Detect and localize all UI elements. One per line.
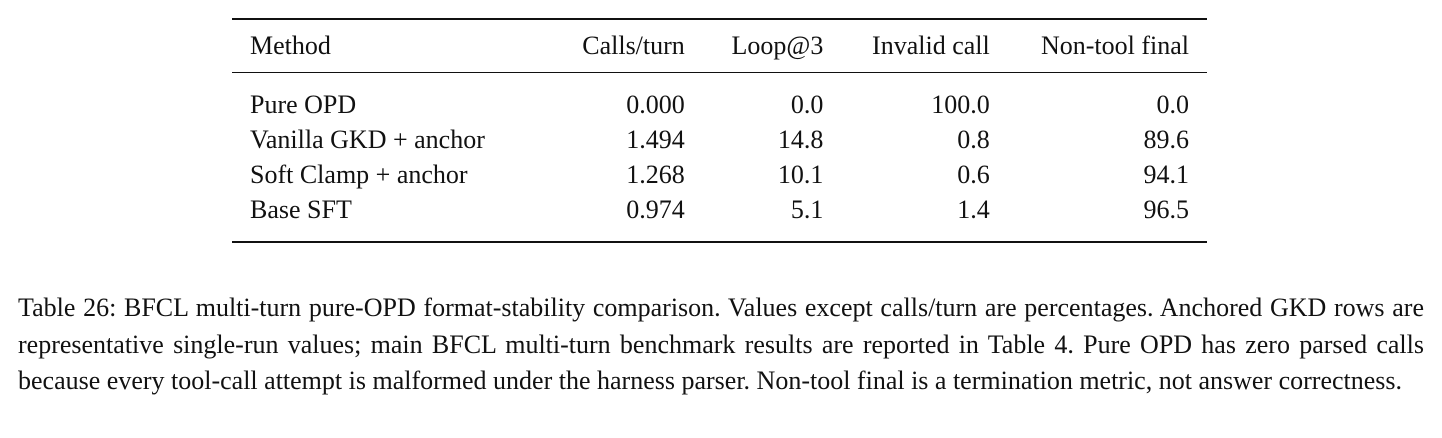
invalid-call-cell: 0.8 bbox=[957, 124, 990, 154]
format-stability-table: Method Calls/turn Loop@3 Invalid call No… bbox=[232, 18, 1207, 243]
results-table-container: Method Calls/turn Loop@3 Invalid call No… bbox=[232, 18, 1207, 243]
non-tool-final-cell: 89.6 bbox=[1143, 124, 1190, 154]
calls-per-turn-cell: 1.268 bbox=[626, 159, 685, 189]
table-row: Soft Clamp + anchor 1.268 10.1 0.6 94.1 bbox=[232, 157, 1207, 192]
loop-at-3-cell: 14.8 bbox=[777, 124, 824, 154]
non-tool-final-cell: 96.5 bbox=[1143, 194, 1190, 224]
column-header-non-tool-final: Non-tool final bbox=[1040, 31, 1189, 60]
invalid-call-cell: 1.4 bbox=[957, 194, 990, 224]
table-header-row: Method Calls/turn Loop@3 Invalid call No… bbox=[232, 19, 1207, 73]
table-row: Base SFT 0.974 5.1 1.4 96.5 bbox=[232, 192, 1207, 242]
invalid-call-cell: 100.0 bbox=[931, 89, 990, 119]
calls-per-turn-cell: 0.974 bbox=[626, 194, 685, 224]
column-header-invalid-call: Invalid call bbox=[872, 31, 990, 60]
column-header-loop-at-3: Loop@3 bbox=[731, 31, 824, 60]
non-tool-final-cell: 0.0 bbox=[1156, 89, 1190, 119]
loop-at-3-cell: 0.0 bbox=[790, 89, 824, 119]
calls-per-turn-cell: 1.494 bbox=[626, 124, 685, 154]
non-tool-final-cell: 94.1 bbox=[1143, 159, 1190, 189]
method-cell: Soft Clamp + anchor bbox=[250, 159, 468, 189]
table-row: Pure OPD 0.000 0.0 100.0 0.0 bbox=[232, 73, 1207, 123]
invalid-call-cell: 0.6 bbox=[957, 159, 990, 189]
calls-per-turn-cell: 0.000 bbox=[626, 89, 685, 119]
method-cell: Vanilla GKD + anchor bbox=[250, 124, 485, 154]
column-header-method: Method bbox=[250, 31, 331, 60]
method-cell: Base SFT bbox=[250, 194, 352, 224]
table-row: Vanilla GKD + anchor 1.494 14.8 0.8 89.6 bbox=[232, 122, 1207, 157]
table-caption: Table 26: BFCL multi-turn pure-OPD forma… bbox=[18, 293, 1424, 395]
column-header-calls-per-turn: Calls/turn bbox=[582, 31, 685, 60]
loop-at-3-cell: 10.1 bbox=[777, 159, 824, 189]
method-cell: Pure OPD bbox=[250, 89, 357, 119]
loop-at-3-cell: 5.1 bbox=[790, 194, 824, 224]
